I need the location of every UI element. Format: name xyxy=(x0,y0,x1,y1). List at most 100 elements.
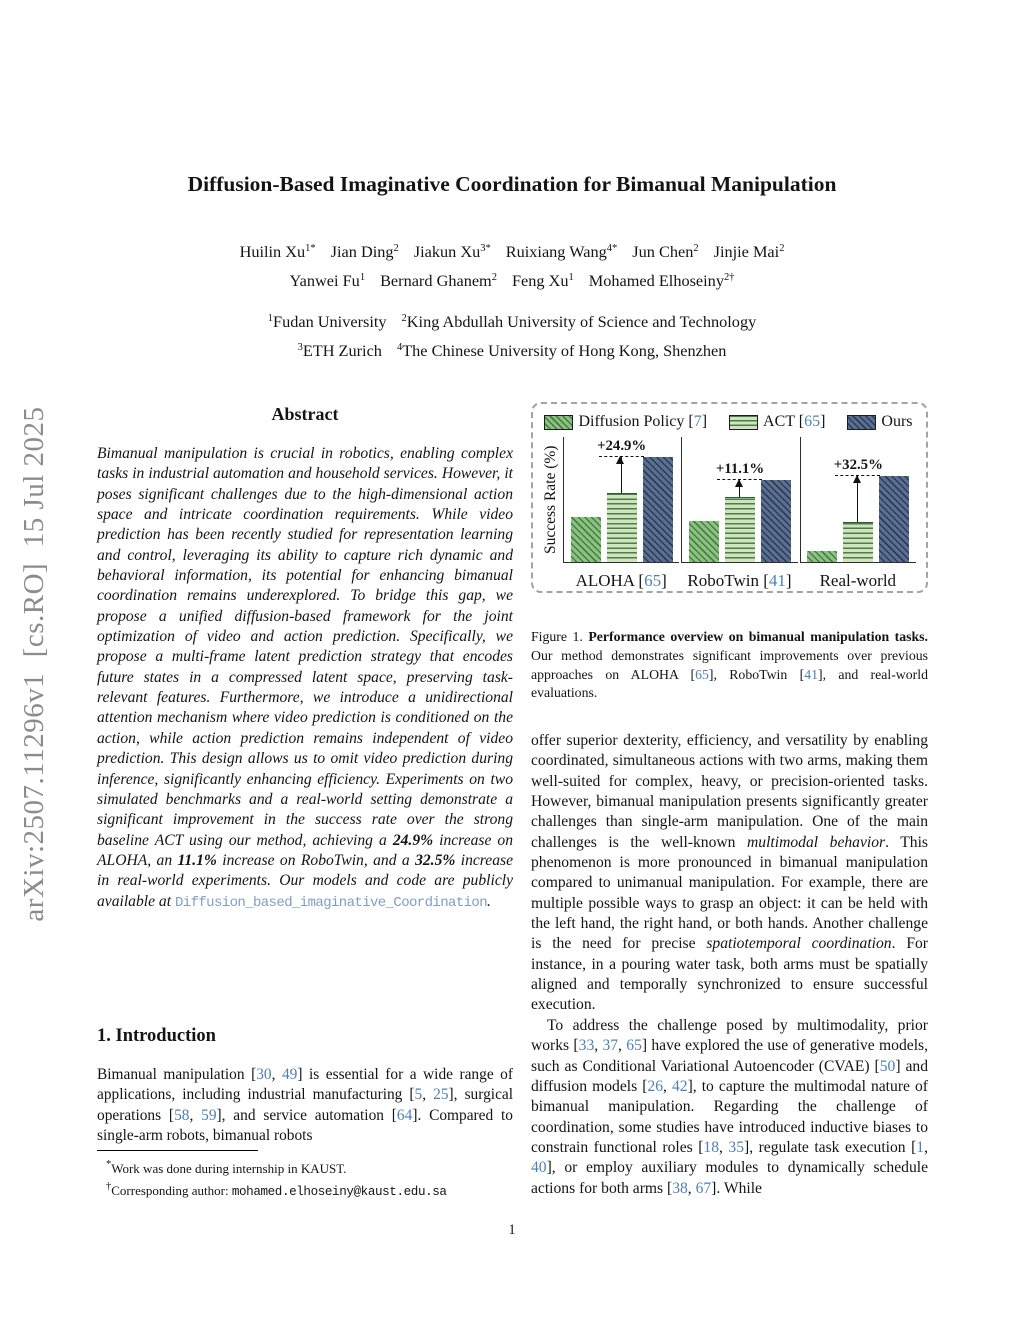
text-segment: , xyxy=(663,1078,672,1096)
citation-link[interactable]: 58 xyxy=(174,1106,190,1124)
superscript: 2 xyxy=(779,243,785,254)
legend-swatch-dp-icon xyxy=(544,414,574,430)
text-segment: Mohamed Elhoseiny xyxy=(588,270,724,290)
citation-link[interactable]: 25 xyxy=(433,1086,449,1104)
bar-act xyxy=(606,493,637,562)
email-link[interactable]: mohamed.elhoseiny@kaust.edu.sa xyxy=(231,1184,447,1199)
bold-text: Performance overview on bimanual manipul… xyxy=(588,629,928,644)
superscript: 3* xyxy=(480,243,491,254)
superscript: 1 xyxy=(267,313,274,324)
citation-link[interactable]: 65 xyxy=(626,1037,642,1055)
citation-link[interactable]: 41 xyxy=(768,570,786,590)
text-segment: Jiakun Xu xyxy=(413,242,481,261)
text-segment: ]. While xyxy=(711,1179,762,1197)
section-heading-introduction: 1. Introduction xyxy=(97,1026,216,1046)
citation-link[interactable]: 65 xyxy=(644,570,662,590)
bar-ours xyxy=(879,475,910,562)
citation-link[interactable]: 64 xyxy=(396,1106,413,1124)
footnote-corresponding-author: †Corresponding author: mohamed.elhoseiny… xyxy=(97,1178,513,1202)
text-segment: ] is essential for a wide range of appli… xyxy=(97,1066,513,1104)
citation-link[interactable]: 65 xyxy=(695,666,709,682)
citation-link[interactable]: 30 xyxy=(256,1066,272,1083)
annotation-label: +11.1% xyxy=(715,460,765,477)
text-segment: ] and diffusion models [ xyxy=(531,1057,929,1096)
legend-item-dp: Diffusion Policy [7] xyxy=(544,413,707,431)
citation-link[interactable]: 67 xyxy=(695,1179,712,1197)
text-segment: . xyxy=(487,892,491,910)
footnote-internship: *Work was done during internship in KAUS… xyxy=(97,1156,513,1178)
arxiv-watermark: arXiv:2507.11296v1 [cs.RO] 15 Jul 2025 xyxy=(18,406,50,922)
chart-body: Success Rate (%) +24.9% ALOHA [65] +11.1% R… xyxy=(539,437,918,595)
citation-link[interactable]: 40 xyxy=(531,1159,547,1177)
text-segment: ] xyxy=(701,413,708,430)
text-segment: , xyxy=(687,1179,696,1197)
affiliation-line-2: 3ETH Zurich 4The Chinese University of Ho… xyxy=(0,335,1024,364)
bold-text: 11.1% xyxy=(177,851,217,869)
superscript: 1 xyxy=(568,271,574,283)
text-segment: The Chinese University of Hong Kong, She… xyxy=(402,340,727,360)
citation-link[interactable]: 1 xyxy=(916,1139,925,1157)
text-segment: Ruixiang Wang xyxy=(505,242,607,261)
chart-plot-area: +32.5% xyxy=(799,437,916,563)
superscript: 2 xyxy=(401,313,407,324)
group-label: ALOHA [65] xyxy=(563,563,679,595)
superscript: 1* xyxy=(305,243,316,254)
citation-link[interactable]: 35 xyxy=(728,1139,745,1157)
text-segment: ], and service automation [ xyxy=(216,1106,397,1124)
chart-panels: +24.9% ALOHA [65] +11.1% RoboTwin [41] +32.5… xyxy=(563,437,918,595)
bar-ours xyxy=(642,457,673,562)
text-segment: RoboTwin [ xyxy=(687,570,769,590)
citation-link[interactable]: 7 xyxy=(693,413,702,430)
text-segment: , xyxy=(594,1037,603,1055)
citation-link[interactable]: 26 xyxy=(647,1078,663,1096)
legend-swatch-ours-icon xyxy=(847,414,877,430)
text-segment: Fudan University xyxy=(273,312,387,331)
repo-link[interactable]: Diffusion_based_imaginative_Coordination xyxy=(174,894,488,911)
citation-link[interactable]: 5 xyxy=(414,1086,423,1104)
author-line-1: Huilin Xu1* Jian Ding2 Jiakun Xu3* Ruixiang… xyxy=(0,236,1024,265)
chart-plot-area: +24.9% xyxy=(563,437,680,563)
legend-item-act: ACT [65] xyxy=(729,413,825,431)
affiliation-list: 1Fudan University 2King Abdullah Universi… xyxy=(0,306,1024,363)
text-segment: Work was done during internship in KAUST… xyxy=(111,1161,347,1176)
text-segment: , xyxy=(924,1139,928,1157)
superscript: 2 xyxy=(491,271,497,283)
text-segment: increase on RoboTwin, and a xyxy=(216,851,416,869)
citation-link[interactable]: 18 xyxy=(703,1139,720,1157)
superscript: 2† xyxy=(723,271,735,283)
text-segment: Jun Chen xyxy=(632,242,694,261)
legend-label: Diffusion Policy [7] xyxy=(578,413,707,431)
superscript: 4 xyxy=(396,341,403,353)
annotation-arrow-icon xyxy=(734,478,743,497)
figure1-chart: Diffusion Policy [7] ACT [65] Ours Success… xyxy=(531,402,928,593)
text-segment: ], or employ auxiliary modules to dynami… xyxy=(531,1159,928,1197)
citation-link[interactable]: 38 xyxy=(672,1179,688,1197)
superscript: 2 xyxy=(393,243,399,254)
text-segment: Huilin Xu xyxy=(239,242,306,261)
citation-link[interactable]: 33 xyxy=(578,1037,595,1055)
author-line-2: Yanwei Fu1 Bernard Ghanem2 Feng Xu1 Mohamed… xyxy=(0,265,1024,294)
abstract-heading: Abstract xyxy=(271,404,339,424)
legend-label: ACT [65] xyxy=(763,413,825,431)
author-list: Huilin Xu1* Jian Ding2 Jiakun Xu3* Ruixiang… xyxy=(0,236,1024,293)
figure-legend: Diffusion Policy [7] ACT [65] Ours xyxy=(539,409,918,435)
group-label: RoboTwin [41] xyxy=(681,563,797,595)
text-segment: increase on ALOHA, an xyxy=(97,831,513,869)
footnote-divider xyxy=(97,1150,258,1151)
figure1-caption: Figure 1. Performance overview on bimanu… xyxy=(531,628,928,703)
bold-text: 32.5% xyxy=(415,851,456,869)
text-segment: ETH Zurich xyxy=(302,340,382,360)
citation-link[interactable]: 37 xyxy=(602,1037,619,1055)
bar-dp xyxy=(688,520,719,562)
text-segment: Our method demonstrates significant impr… xyxy=(531,647,928,682)
text-segment: Bernard Ghanem xyxy=(380,270,492,290)
legend-item-ours: Ours xyxy=(847,413,913,431)
citation-link[interactable]: 49 xyxy=(281,1066,298,1083)
citation-link[interactable]: 42 xyxy=(671,1078,688,1096)
citation-link[interactable]: 41 xyxy=(804,666,818,682)
citation-link[interactable]: 65 xyxy=(804,413,821,430)
text-segment: ], and real-world evaluations. xyxy=(531,666,928,701)
text-segment: Jinjie Mai xyxy=(713,242,780,261)
citation-link[interactable]: 59 xyxy=(201,1106,217,1124)
citation-link[interactable]: 50 xyxy=(879,1057,896,1075)
